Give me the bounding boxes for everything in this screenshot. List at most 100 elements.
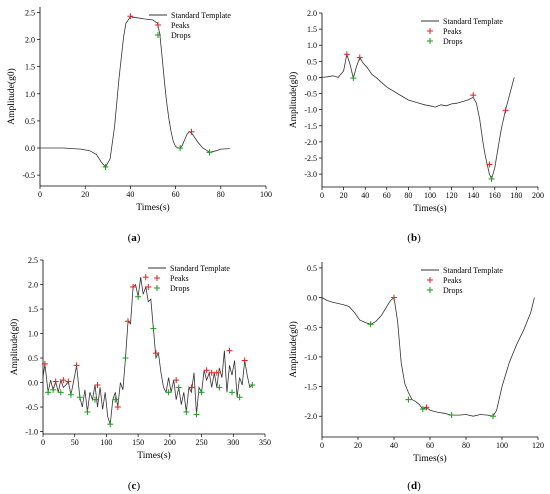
panel-label: (c) xyxy=(128,480,141,492)
peak-marker xyxy=(127,13,134,20)
y-tick-label: 0.5 xyxy=(307,57,317,66)
drop-marker xyxy=(193,411,200,418)
drop-marker xyxy=(165,389,172,396)
legend-label: Peaks xyxy=(443,27,462,36)
drop-marker xyxy=(57,389,64,396)
x-tick-label: 20 xyxy=(354,441,362,450)
y-tick-label: 1.0 xyxy=(28,330,38,339)
x-tick-label: 60 xyxy=(172,190,180,199)
y-tick-label: -0.5 xyxy=(304,323,317,332)
x-tick-label: 100 xyxy=(100,438,112,447)
drop-marker xyxy=(112,396,119,403)
y-axis-label: Amplitude(g0) xyxy=(9,319,20,375)
legend-peak-swatch xyxy=(155,22,161,28)
y-tick-label: 2.0 xyxy=(25,36,35,45)
drop-marker xyxy=(206,149,213,156)
x-tick-label: 200 xyxy=(532,191,544,200)
legend-label: Standard Template xyxy=(443,17,503,26)
y-tick-label: 2.5 xyxy=(25,8,35,17)
y-tick-label: 0.0 xyxy=(25,144,35,153)
y-tick-label: -1.0 xyxy=(304,353,317,362)
standard-template-line xyxy=(321,54,515,181)
x-axis-label: Times(s) xyxy=(413,203,446,214)
y-tick-label: 0.5 xyxy=(25,117,35,126)
peak-marker xyxy=(356,54,363,61)
y-tick-label: 1.5 xyxy=(25,63,35,72)
y-tick-label: -0.5 xyxy=(25,403,38,412)
peak-marker xyxy=(423,404,430,411)
x-tick-label: 150 xyxy=(132,438,144,447)
panel-label: (d) xyxy=(407,480,421,492)
peak-marker xyxy=(94,381,101,388)
legend-label: Drops xyxy=(443,37,463,46)
peak-marker xyxy=(124,318,131,325)
drop-marker xyxy=(350,75,357,82)
y-axis-label: Amplitude(g0) xyxy=(288,321,299,377)
y-tick-label: -1.5 xyxy=(304,383,317,392)
x-tick-label: 160 xyxy=(489,191,501,200)
x-tick-label: 250 xyxy=(196,438,208,447)
peak-marker xyxy=(226,347,233,354)
x-tick-label: 0 xyxy=(320,441,324,450)
x-tick-label: 140 xyxy=(467,191,479,200)
drop-marker xyxy=(488,175,495,182)
legend-drop-swatch xyxy=(427,38,433,44)
y-tick-label: 2.0 xyxy=(307,9,317,18)
drop-marker xyxy=(177,145,184,152)
x-axis-label: Times(s) xyxy=(136,202,169,213)
legend-label: Peaks xyxy=(443,276,462,285)
peak-marker xyxy=(130,283,137,290)
drop-marker xyxy=(198,389,205,396)
legend-label: Standard Template xyxy=(171,11,231,20)
drop-marker xyxy=(249,381,256,388)
drop-marker xyxy=(135,293,142,300)
peak-marker xyxy=(188,384,195,391)
peak-marker xyxy=(152,350,159,357)
x-axis-label: Times(s) xyxy=(137,450,170,461)
panel-label: (b) xyxy=(407,232,421,244)
drop-marker xyxy=(122,355,129,362)
peak-marker xyxy=(142,274,149,281)
y-axis-label: Amplitude(g0) xyxy=(288,72,299,128)
peak-marker xyxy=(208,369,215,376)
drop-marker xyxy=(448,412,455,419)
chart-panel-2: 0 50 100 150 200 250 300 350 -1.0 -0.5 0.0 0.5 1.0 1.… xyxy=(9,256,271,492)
panel-label: (a) xyxy=(128,232,141,244)
peak-marker xyxy=(188,128,195,135)
x-tick-label: 40 xyxy=(126,190,134,199)
y-tick-label: -0.5 xyxy=(304,90,317,99)
peak-marker xyxy=(391,294,397,301)
peak-marker xyxy=(502,107,509,114)
legend-label: Drops xyxy=(443,286,463,295)
legend-label: Peaks xyxy=(171,21,190,30)
y-tick-label: -1.5 xyxy=(304,122,317,131)
drop-marker xyxy=(405,396,412,403)
y-axis-label: Amplitude(g0) xyxy=(6,68,17,124)
y-tick-label: 1.5 xyxy=(307,25,317,34)
legend-label: Drops xyxy=(170,284,190,293)
legend-peak-swatch xyxy=(427,277,433,283)
peak-marker xyxy=(173,377,180,384)
y-tick-label: 0.5 xyxy=(28,354,38,363)
drop-marker xyxy=(175,384,182,391)
drop-marker xyxy=(76,394,83,401)
legend-drop-swatch xyxy=(427,287,433,293)
peak-marker xyxy=(343,51,350,58)
y-tick-label: -1.0 xyxy=(25,428,38,437)
legend-peak-swatch xyxy=(427,28,433,34)
y-tick-label: -1.0 xyxy=(304,106,317,115)
standard-template-line xyxy=(42,277,253,425)
y-tick-label: 0.0 xyxy=(307,294,317,303)
y-tick-label: 0.5 xyxy=(307,264,317,273)
drop-marker xyxy=(236,394,243,401)
x-tick-label: 100 xyxy=(260,190,272,199)
legend-label: Standard Template xyxy=(443,266,503,275)
drop-marker xyxy=(102,164,109,171)
x-tick-label: 40 xyxy=(390,441,398,450)
x-tick-label: 50 xyxy=(71,438,79,447)
peak-marker xyxy=(203,367,210,374)
y-tick-label: -2.5 xyxy=(304,154,317,163)
x-tick-label: 60 xyxy=(383,191,391,200)
legend-drop-swatch xyxy=(155,32,161,38)
